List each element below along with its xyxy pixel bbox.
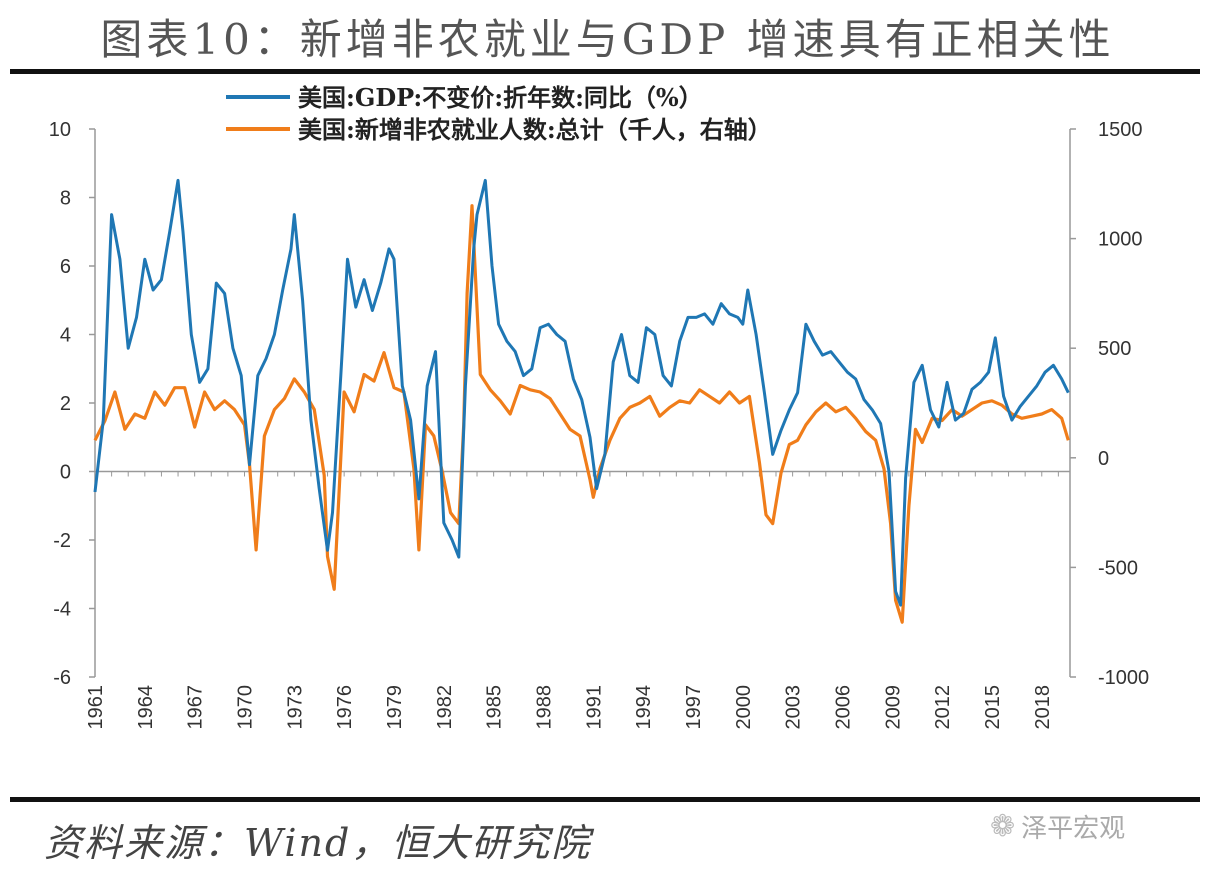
x-tick-label: 2003 bbox=[783, 685, 805, 730]
legend-label-payrolls: 美国:新增非农就业人数:总计（千人，右轴） bbox=[298, 115, 772, 144]
chart-title: 图表10：新增非农就业与GDP 增速具有正相关性 bbox=[100, 15, 1115, 64]
y-left-tick-label: 10 bbox=[49, 119, 71, 141]
y-left-tick-label: 4 bbox=[60, 325, 71, 347]
y-left-tick-label: -6 bbox=[53, 667, 71, 689]
x-tick-label: 2018 bbox=[1032, 685, 1054, 730]
legend: 美国:GDP:不变价:折年数:同比（%） 美国:新增非农就业人数:总计（千人，右轴… bbox=[226, 83, 772, 144]
top-rule bbox=[10, 69, 1200, 74]
x-tick-label: 1979 bbox=[384, 685, 406, 730]
x-tick-label: 2000 bbox=[733, 685, 755, 730]
x-tick-label: 2015 bbox=[982, 685, 1004, 730]
bottom-rule bbox=[10, 797, 1200, 802]
x-tick-label: 1970 bbox=[234, 685, 256, 730]
x-tick-label: 2012 bbox=[932, 685, 954, 730]
source-note: 资料来源：Wind，恒大研究院 bbox=[44, 821, 592, 865]
x-tick-label: 1982 bbox=[434, 685, 456, 730]
y-right-tick-label: 0 bbox=[1098, 448, 1109, 470]
y-right-tick-label: -1000 bbox=[1098, 667, 1149, 689]
x-tick-label: 1997 bbox=[683, 685, 705, 730]
x-tick-label: 1994 bbox=[633, 685, 655, 730]
x-tick-label: 1961 bbox=[85, 685, 107, 730]
x-tick-label: 2006 bbox=[832, 685, 854, 730]
x-tick-label: 1985 bbox=[484, 685, 506, 730]
watermark-text: 泽平宏观 bbox=[1021, 814, 1126, 844]
y-right-tick-label: -500 bbox=[1098, 557, 1138, 579]
x-tick-label: 1976 bbox=[334, 685, 356, 730]
y-left-tick-label: -4 bbox=[53, 599, 71, 621]
x-tick-label: 1991 bbox=[583, 685, 605, 730]
y-right-tick-label: 1000 bbox=[1098, 229, 1143, 251]
payrolls-series-line bbox=[93, 204, 1070, 624]
x-tick-label: 1967 bbox=[185, 685, 207, 730]
legend-label-gdp: 美国:GDP:不变价:折年数:同比（%） bbox=[298, 83, 703, 112]
y-left-tick-label: 6 bbox=[60, 256, 71, 278]
y-right-tick-label: 500 bbox=[1098, 338, 1131, 360]
x-tick-label: 2009 bbox=[882, 685, 904, 730]
series-layer bbox=[93, 178, 1070, 624]
y-left-tick-label: 0 bbox=[60, 462, 71, 484]
x-tick-label: 1973 bbox=[284, 685, 306, 730]
y-right-tick-label: 1500 bbox=[1098, 119, 1143, 141]
y-left-tick-label: 2 bbox=[60, 393, 71, 415]
y-left-tick-label: 8 bbox=[60, 188, 71, 210]
y-left-tick-label: -2 bbox=[53, 530, 71, 552]
gdp-series-line bbox=[93, 178, 1070, 607]
x-tick-label: 1988 bbox=[533, 685, 555, 730]
x-tick-label: 1964 bbox=[135, 685, 157, 730]
axes: 10 8 6 4 2 0 -2 -4 -6 1500 1000 500 0 -500 -1000 1961 19… bbox=[49, 119, 1149, 730]
wechat-icon: ❁ bbox=[990, 809, 1016, 844]
watermark: ❁ 泽平宏观 bbox=[990, 808, 1125, 845]
